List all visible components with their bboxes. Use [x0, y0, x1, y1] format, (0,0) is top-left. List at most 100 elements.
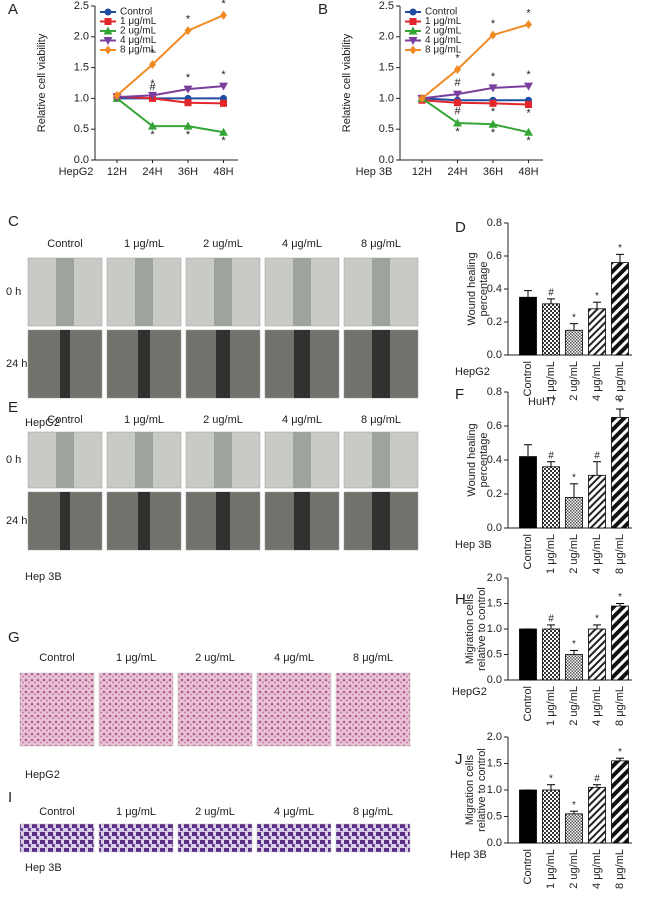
micrograph	[335, 672, 411, 747]
y-tick-label: 1.0	[487, 623, 502, 635]
point	[148, 91, 157, 100]
x-tick-label: 1 μg/mL	[545, 534, 557, 574]
significance-mark: *	[572, 639, 576, 650]
significance-mark: *	[572, 800, 576, 811]
bar	[565, 329, 583, 356]
legend-label: 2 ug/mL	[120, 26, 157, 37]
x-tick-label: 8 μg/mL	[614, 534, 626, 574]
scratch-gap	[138, 492, 150, 550]
bar	[519, 789, 537, 844]
panel-letter: H	[455, 591, 466, 608]
y-tick-label: 0.5	[487, 810, 502, 822]
panel-letter: J	[455, 751, 463, 768]
x-tick-label: 24H	[142, 166, 162, 178]
x-tick-label: 1 μg/mL	[545, 686, 557, 726]
significance-mark: *	[595, 291, 599, 302]
legend-label: 2 ug/mL	[425, 26, 462, 37]
legend-label: 1 μg/mL	[120, 16, 157, 27]
column-header: 1 μg/mL	[116, 652, 156, 664]
x-axis-label: Hep 3B	[356, 166, 393, 178]
legend-label: Control	[425, 7, 457, 18]
significance-mark: *	[549, 773, 553, 784]
significance-mark: *	[618, 592, 622, 603]
point	[454, 99, 461, 107]
significance-mark: *	[572, 472, 576, 483]
significance-mark: *	[150, 129, 155, 141]
micrograph	[256, 672, 332, 747]
micrograph	[177, 823, 253, 853]
point	[183, 121, 193, 130]
legend-label: 4 μg/mL	[120, 35, 157, 46]
micrograph	[177, 672, 253, 747]
y-tick-label: 2.0	[379, 31, 394, 43]
scratch-gap	[216, 330, 230, 398]
point	[219, 127, 228, 136]
significance-mark: *	[491, 106, 496, 118]
scratch-gap	[214, 258, 232, 326]
x-tick-label: 4 μg/mL	[591, 361, 603, 401]
x-tick-label: 36H	[483, 166, 503, 178]
x-axis-label: Hep 3B	[450, 849, 487, 861]
panel-letter: B	[318, 1, 328, 18]
legend-label: 8 μg/mL	[425, 45, 462, 56]
x-axis-label: HepG2	[59, 166, 94, 178]
bar	[611, 262, 629, 356]
point	[525, 19, 532, 29]
panel-letter: D	[455, 219, 466, 236]
micrograph	[98, 672, 174, 747]
panel-letter: C	[8, 213, 19, 230]
bar	[542, 303, 560, 356]
significance-mark: *	[221, 135, 226, 147]
y-tick-label: 0.5	[74, 123, 89, 135]
column-header: 2 ug/mL	[203, 238, 243, 250]
column-header: Control	[47, 414, 82, 426]
y-tick-label: 1.0	[74, 92, 89, 104]
point	[148, 121, 157, 130]
scratch-gap	[372, 330, 390, 398]
y-tick-label: 2.5	[379, 0, 394, 12]
scratch-gap	[216, 492, 230, 550]
significance-mark: *	[572, 312, 576, 323]
series-line	[116, 95, 224, 105]
x-axis-label: HepG2	[455, 366, 490, 378]
significance-mark: #	[454, 77, 461, 89]
legend-marker	[104, 18, 112, 25]
scratch-gap	[138, 330, 150, 398]
y-tick-label: 2.0	[487, 731, 502, 743]
column-header: 8 μg/mL	[353, 806, 393, 818]
scratch-gap	[294, 330, 310, 398]
significance-mark: *	[595, 614, 599, 625]
column-header: Control	[39, 652, 74, 664]
point	[524, 82, 533, 91]
x-tick-label: Control	[522, 361, 534, 396]
y-tick-label: 1.0	[487, 784, 502, 796]
bar	[611, 760, 629, 844]
y-tick-label: 2.0	[487, 572, 502, 584]
y-tick-label: 0.4	[487, 454, 502, 466]
bar	[542, 789, 560, 844]
series-line	[421, 23, 529, 100]
significance-mark: *	[186, 72, 191, 84]
y-axis-label: Relative cell viability	[36, 33, 48, 132]
legend-label: 8 μg/mL	[120, 45, 157, 56]
scratch-gap	[56, 258, 74, 326]
point	[488, 119, 498, 128]
panel-letter: G	[8, 629, 20, 646]
significance-mark: *	[526, 107, 531, 119]
panel-letter: I	[8, 789, 12, 806]
micrograph	[19, 672, 95, 747]
y-tick-label: 0.2	[487, 488, 502, 500]
bar	[542, 628, 560, 681]
point	[524, 127, 533, 136]
y-tick-label: 0.5	[487, 648, 502, 660]
micrograph	[19, 823, 95, 853]
significance-mark: #	[454, 106, 461, 118]
column-header: 8 μg/mL	[353, 652, 393, 664]
column-header: 4 μg/mL	[274, 652, 314, 664]
y-tick-label: 2.5	[74, 0, 89, 12]
y-axis-label: relative to control	[476, 748, 488, 832]
y-tick-label: 2.0	[74, 31, 89, 43]
significance-mark: *	[186, 14, 191, 26]
point	[418, 93, 426, 103]
y-axis-label: Migration cells	[464, 754, 476, 825]
